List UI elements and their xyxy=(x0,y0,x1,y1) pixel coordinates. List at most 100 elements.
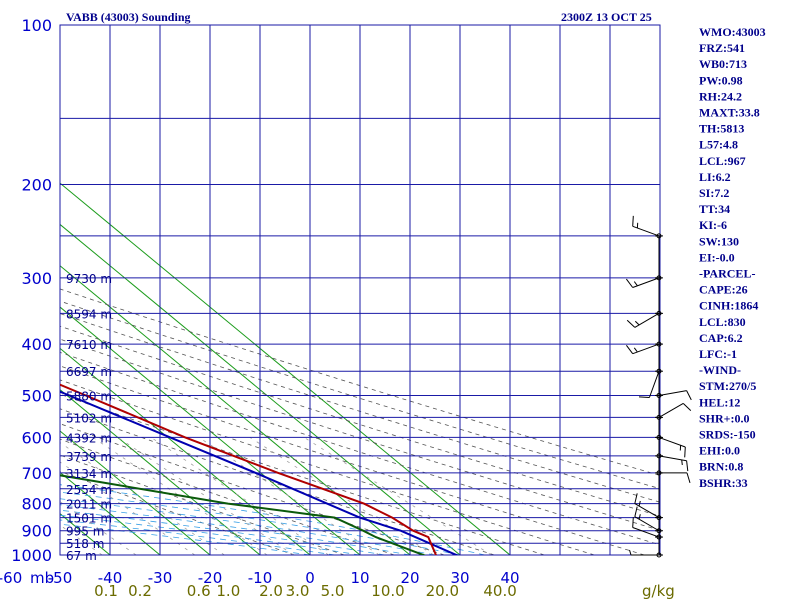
wind-barb-full xyxy=(632,517,634,528)
height-label: 9730 m xyxy=(66,272,112,286)
mixing-ratio-label: 1.0 xyxy=(216,582,240,600)
pressure-label: 100 xyxy=(21,16,52,35)
index-line: MAXT:33.8 xyxy=(699,106,760,120)
temperature-label: 0 xyxy=(305,569,315,587)
index-line: BRN:0.8 xyxy=(699,460,743,474)
index-line: SRDS:-150 xyxy=(699,428,756,442)
dewpoint-trace xyxy=(60,474,427,555)
wind-barb-half xyxy=(638,514,641,520)
index-line: WMO:43003 xyxy=(699,25,766,39)
wind-barb-full xyxy=(686,472,691,484)
temperature-trace xyxy=(60,383,438,555)
index-line: RH:24.2 xyxy=(699,89,742,103)
index-line: LCL:967 xyxy=(699,154,746,168)
wind-station-circle xyxy=(656,414,662,420)
height-label: 3134 m xyxy=(66,467,112,481)
pressure-label: 300 xyxy=(21,269,52,288)
wind-station-circle xyxy=(656,368,662,374)
wind-station-circle xyxy=(656,534,662,540)
wind-barb-shaft xyxy=(632,343,660,355)
height-label: 995 m xyxy=(66,525,104,539)
index-line: L57:4.8 xyxy=(699,138,738,152)
temperature-label: -30 xyxy=(148,569,173,587)
index-line: STM:270/5 xyxy=(699,379,756,393)
index-line: EHI:0.0 xyxy=(699,444,740,458)
index-line: WB0:713 xyxy=(699,57,747,71)
sounding-profiles xyxy=(60,383,459,555)
mixing-ratio-label: 5.0 xyxy=(321,582,345,600)
index-line: LCL:830 xyxy=(699,315,746,329)
moist-adiabat xyxy=(60,514,361,555)
dry-adiabat xyxy=(60,438,395,555)
mixing-ratio-label: 40.0 xyxy=(483,582,516,600)
index-line: SHR+:0.0 xyxy=(699,411,750,425)
dry-adiabat xyxy=(60,288,660,476)
temperature-label: -60 xyxy=(0,569,22,587)
diagram-background-lines xyxy=(0,25,660,555)
temperature-label: -50 xyxy=(48,569,73,587)
isotherm-line xyxy=(60,306,361,555)
isotherm-line xyxy=(0,25,10,555)
index-line: BSHR:33 xyxy=(699,476,748,490)
mixing-ratio-unit: g/kg xyxy=(642,582,675,600)
mixing-ratio-label: 3.0 xyxy=(286,582,310,600)
index-line: SW:130 xyxy=(699,234,739,248)
height-label: 3739 m xyxy=(66,450,112,464)
pressure-label: 800 xyxy=(21,495,52,514)
index-line: SI:7.2 xyxy=(699,186,729,200)
moist-adiabat xyxy=(60,519,336,555)
height-label: 518 m xyxy=(66,537,104,551)
wind-barb-shaft xyxy=(658,436,686,448)
temperature-label: 40 xyxy=(500,569,519,587)
wind-station-circle xyxy=(656,515,662,521)
index-line: CAPE:26 xyxy=(699,283,748,297)
wind-barb-full xyxy=(626,278,634,288)
isotherm-line xyxy=(60,223,461,555)
temperature-label: 20 xyxy=(400,569,419,587)
wind-station-circle xyxy=(656,275,662,281)
index-line: CINH:1864 xyxy=(699,299,758,313)
isotherm-line xyxy=(60,347,311,555)
wind-barb-full xyxy=(686,460,689,472)
wind-station-circle xyxy=(656,310,662,316)
temperature-label: -10 xyxy=(248,569,273,587)
wind-barb-shaft xyxy=(632,527,660,538)
index-line: LI:6.2 xyxy=(699,170,731,184)
wind-barb-shaft xyxy=(634,312,660,328)
plot-frame xyxy=(59,24,661,556)
wind-barb-full xyxy=(634,493,638,504)
wind-barb-full xyxy=(686,390,692,401)
height-label: 1501 m xyxy=(66,512,112,526)
wind-barb-full xyxy=(626,319,636,328)
isotherm-line xyxy=(60,430,211,555)
pressure-label: 700 xyxy=(21,464,52,483)
index-line: LFC:-1 xyxy=(699,347,737,361)
mixing-ratio-label: 2.0 xyxy=(259,582,283,600)
isotherm-line xyxy=(60,265,411,555)
wind-barb-shaft xyxy=(632,225,660,237)
pressure-label: 600 xyxy=(21,428,52,447)
height-label: 7610 m xyxy=(66,338,112,352)
wind-barb-half xyxy=(633,281,638,287)
pressure-unit-label: mb xyxy=(30,569,54,587)
index-line: TT:34 xyxy=(699,202,730,216)
pressure-label: 400 xyxy=(21,335,52,354)
isotherm-line xyxy=(60,182,511,555)
height-label: 67 m xyxy=(66,549,97,563)
axis-labels: 0.1 0.2 0.6 1.0 2.0 3.0 5.0 10.0 20.0 40.0 g/kg100… xyxy=(0,16,675,600)
temperature-label: 10 xyxy=(350,569,369,587)
wind-barb-half xyxy=(638,500,641,507)
height-label: 5102 m xyxy=(66,411,112,425)
height-label: 2011 m xyxy=(66,498,112,512)
wind-barb-shaft xyxy=(634,503,660,519)
stability-indices: WMO:43003 FRZ:541 WB0:713 PW:0.98 RH:24.2 MAX… xyxy=(699,25,766,490)
mixing-ratio-label: 10.0 xyxy=(371,582,404,600)
wind-barb-shaft xyxy=(658,455,687,462)
wind-barb-half xyxy=(634,320,640,326)
temperature-label: -40 xyxy=(98,569,123,587)
wind-station-circle xyxy=(656,233,662,239)
chart-title: VABB (43003) Sounding xyxy=(66,10,191,24)
index-line: CAP:6.2 xyxy=(699,331,743,345)
moist-adiabat xyxy=(60,491,461,555)
index-line: HEL:12 xyxy=(699,395,740,409)
